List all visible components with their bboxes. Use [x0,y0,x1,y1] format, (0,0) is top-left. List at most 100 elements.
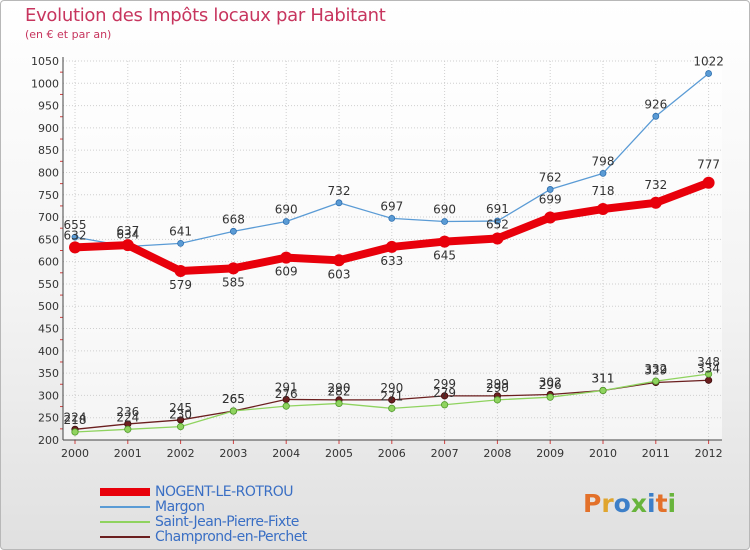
data-point-champrond-en-perchet [704,376,713,384]
data-label-saint-jean-pierre-fixte: 230 [169,408,192,422]
data-label-saint-jean-pierre-fixte: 279 [433,386,456,400]
data-point-nogent-le-rotrou [333,254,345,267]
data-label-saint-jean-pierre-fixte: 224 [116,410,139,424]
data-label-saint-jean-pierre-fixte: 332 [644,362,667,376]
data-label-margon: 634 [116,227,139,241]
x-tick-label: 2009 [536,447,564,460]
data-label-nogent-le-rotrou: 632 [64,228,87,242]
data-point-nogent-le-rotrou [438,235,451,248]
y-tick-label: 1050 [31,55,59,68]
x-tick-label: 2010 [589,447,617,460]
data-label-saint-jean-pierre-fixte: 290 [486,381,509,395]
data-point-margon [229,227,237,235]
data-label-saint-jean-pierre-fixte: 311 [592,372,615,386]
data-label-margon: 668 [222,212,245,226]
data-label-margon: 732 [328,184,351,198]
x-tick-label: 2007 [431,447,459,460]
y-tick-label: 550 [38,278,59,291]
data-label-margon: 655 [64,218,87,232]
data-point-champrond-en-perchet [440,392,449,400]
data-point-saint-jean-pierre-fixte [335,399,343,408]
x-tick-label: 2006 [378,447,406,460]
data-point-margon [441,218,449,225]
data-point-nogent-le-rotrou [121,239,134,252]
series-layer [69,70,715,436]
data-point-nogent-le-rotrou [491,232,504,245]
y-tick-label: 250 [38,412,59,425]
x-tick-label: 2012 [695,447,723,460]
data-point-margon [599,169,607,177]
data-label-margon: 926 [644,97,667,111]
logo-letter: x [630,489,647,518]
data-point-nogent-le-rotrou [544,211,557,224]
data-label-nogent-le-rotrou: 732 [644,178,667,192]
y-tick-label: 750 [38,189,59,202]
legend-label: NOGENT-LE-ROTROU [155,484,293,500]
data-label-margon: 690 [275,203,298,217]
legend-label: Champrond-en-Perchet [155,529,307,545]
data-label-nogent-le-rotrou: 633 [380,254,403,268]
data-label-champrond-en-perchet: 290 [328,381,351,395]
data-point-saint-jean-pierre-fixte [282,402,290,410]
data-label-nogent-le-rotrou: 579 [169,278,192,292]
data-point-nogent-le-rotrou [69,241,81,254]
legend-swatch [100,521,150,523]
data-point-margon [546,186,554,193]
y-tick-label: 700 [38,211,59,224]
data-label-nogent-le-rotrou: 652 [486,217,509,231]
data-point-nogent-le-rotrou [597,203,609,216]
chart-title: Evolution des Impôts locaux par Habitant [25,5,386,26]
data-label-champrond-en-perchet: 334 [697,361,720,375]
data-point-champrond-en-perchet [388,396,396,404]
y-tick-label: 500 [38,300,59,313]
data-label-champrond-en-perchet: 291 [275,380,298,394]
data-point-saint-jean-pierre-fixte [704,370,713,378]
data-point-margon [652,112,660,120]
y-tick-label: 850 [38,144,59,157]
data-label-nogent-le-rotrou: 699 [539,193,562,207]
y-tick-label: 800 [38,166,59,179]
data-label-champrond-en-perchet: 290 [380,381,403,395]
data-point-saint-jean-pierre-fixte [652,377,660,385]
data-label-champrond-en-perchet: 299 [433,377,456,391]
data-label-champrond-en-perchet: 265 [222,392,245,406]
legend-swatch [100,488,150,496]
x-tick-label: 2002 [167,447,195,460]
y-tick-label: 650 [38,233,59,246]
data-point-nogent-le-rotrou [702,176,715,189]
data-point-saint-jean-pierre-fixte [124,425,132,433]
data-point-nogent-le-rotrou [280,251,293,264]
data-label-saint-jean-pierre-fixte: 265 [222,392,245,406]
data-label-champrond-en-perchet: 245 [169,401,192,415]
proxiti-logo: Proxiti [583,489,676,518]
data-label-nogent-le-rotrou: 603 [328,267,351,281]
legend-swatch [100,506,150,508]
data-point-nogent-le-rotrou [174,265,187,278]
y-tick-label: 600 [38,256,59,269]
data-point-nogent-le-rotrou [649,196,662,209]
data-point-saint-jean-pierre-fixte [440,401,449,409]
data-label-margon: 1022 [693,54,724,68]
data-label-margon: 691 [486,202,509,216]
data-label-nogent-le-rotrou: 585 [222,275,245,289]
data-label-champrond-en-perchet: 224 [64,410,87,424]
data-point-saint-jean-pierre-fixte [546,393,554,401]
data-label-saint-jean-pierre-fixte: 276 [275,387,298,401]
data-label-margon: 798 [592,154,615,168]
data-label-margon: 762 [539,170,562,184]
logo-letter: o [613,489,631,518]
data-label-champrond-en-perchet: 302 [539,376,562,390]
y-tick-label: 350 [38,367,59,380]
data-point-saint-jean-pierre-fixte [599,386,607,395]
data-label-nogent-le-rotrou: 718 [592,184,615,198]
data-point-margon [705,70,712,77]
logo-letter: i [667,489,677,518]
y-tick-label: 900 [38,122,59,135]
data-label-champrond-en-perchet: 236 [116,405,139,419]
x-tick-label: 2005 [325,447,353,460]
legend-swatch [100,536,150,538]
logo-letter: t [655,489,668,518]
data-label-nogent-le-rotrou: 637 [116,224,139,238]
data-point-margon [177,239,185,247]
